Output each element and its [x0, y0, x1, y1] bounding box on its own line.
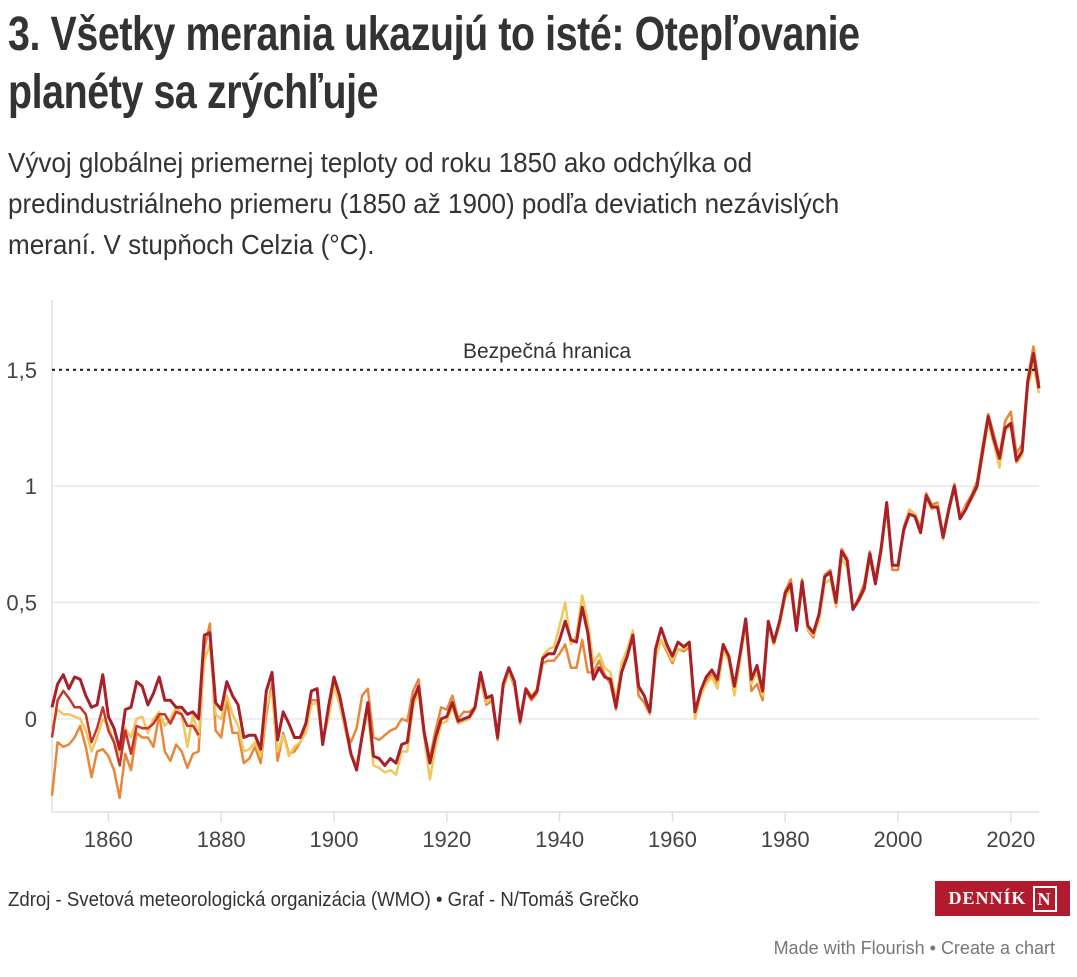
x-tick-label: 2020	[986, 827, 1035, 852]
title-line: planéty sa zrýchľuje	[8, 66, 379, 119]
series-line	[50, 352, 1041, 772]
source-note: Zdroj - Svetová meteorologická organizác…	[8, 889, 639, 911]
line-chart: 0 0,5 1 1,5 1860 1880 1900 1920 1940 1960 1980 2000…	[6, 300, 1041, 852]
made-with-flourish-link[interactable]: Made with Flourish	[773, 938, 925, 958]
x-tick-label: 1920	[422, 827, 471, 852]
safe-limit-label: Bezpečná hranica	[463, 340, 631, 363]
x-tick-label: 2000	[874, 827, 923, 852]
subtitle-line: predindustriálneho priemeru (1850 až 190…	[8, 188, 840, 219]
flourish-credit: Made with Flourish • Create a chart	[774, 938, 1055, 959]
y-tick-label: 0,5	[6, 591, 37, 616]
series-line	[50, 689, 200, 767]
title-line: 3. Všetky merania ukazujú to isté: Otepľ…	[8, 8, 860, 61]
x-tick-label: 1940	[535, 827, 584, 852]
separator: •	[924, 938, 941, 958]
create-chart-link[interactable]: Create a chart	[940, 938, 1055, 958]
dennik-n-logo[interactable]: DENNÍK N	[935, 881, 1070, 916]
y-tick-label: 1	[25, 474, 37, 499]
chart-subtitle: Vývoj globálnej priemernej teploty od ro…	[8, 142, 1068, 265]
x-tick-label: 1880	[197, 827, 246, 852]
subtitle-line: Vývoj globálnej priemernej teploty od ro…	[8, 147, 753, 178]
y-tick-label: 1,5	[6, 358, 37, 383]
x-tick-label: 1980	[761, 827, 810, 852]
chart-title: 3. Všetky merania ukazujú to isté: Otepľ…	[8, 6, 1017, 122]
x-tick-label: 1900	[310, 827, 359, 852]
y-tick-label: 0	[25, 707, 37, 732]
x-tick-label: 1860	[84, 827, 133, 852]
subtitle-line: meraní. V stupňoch Celzia (°C).	[8, 229, 375, 260]
x-tick-label: 1960	[648, 827, 697, 852]
